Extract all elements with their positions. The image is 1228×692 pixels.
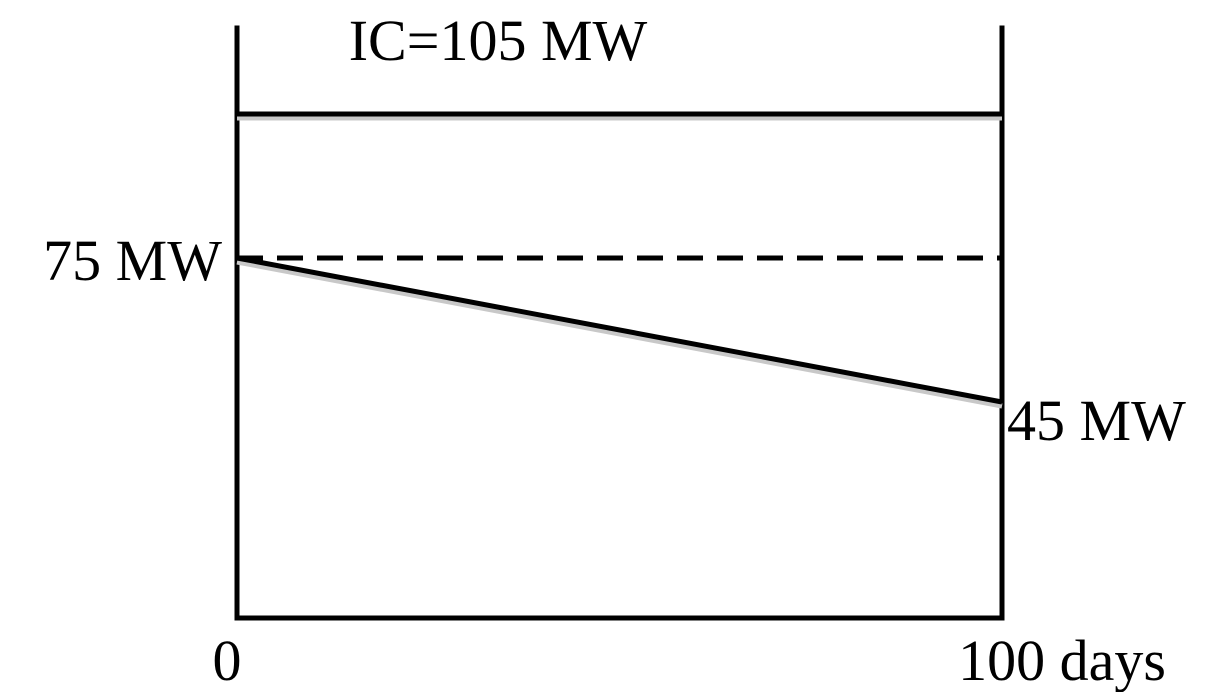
end-value-label: 45 MW	[1007, 388, 1186, 453]
x-start-tick-label: 0	[213, 628, 242, 692]
series-layer	[236, 255, 1003, 409]
capacity-label: IC=105 MW	[349, 8, 648, 73]
decline-line	[236, 255, 1003, 405]
series-0-shadow	[236, 259, 1003, 409]
x-end-tick-label: 100 days	[958, 628, 1166, 692]
start-value-label: 75 MW	[43, 228, 222, 293]
